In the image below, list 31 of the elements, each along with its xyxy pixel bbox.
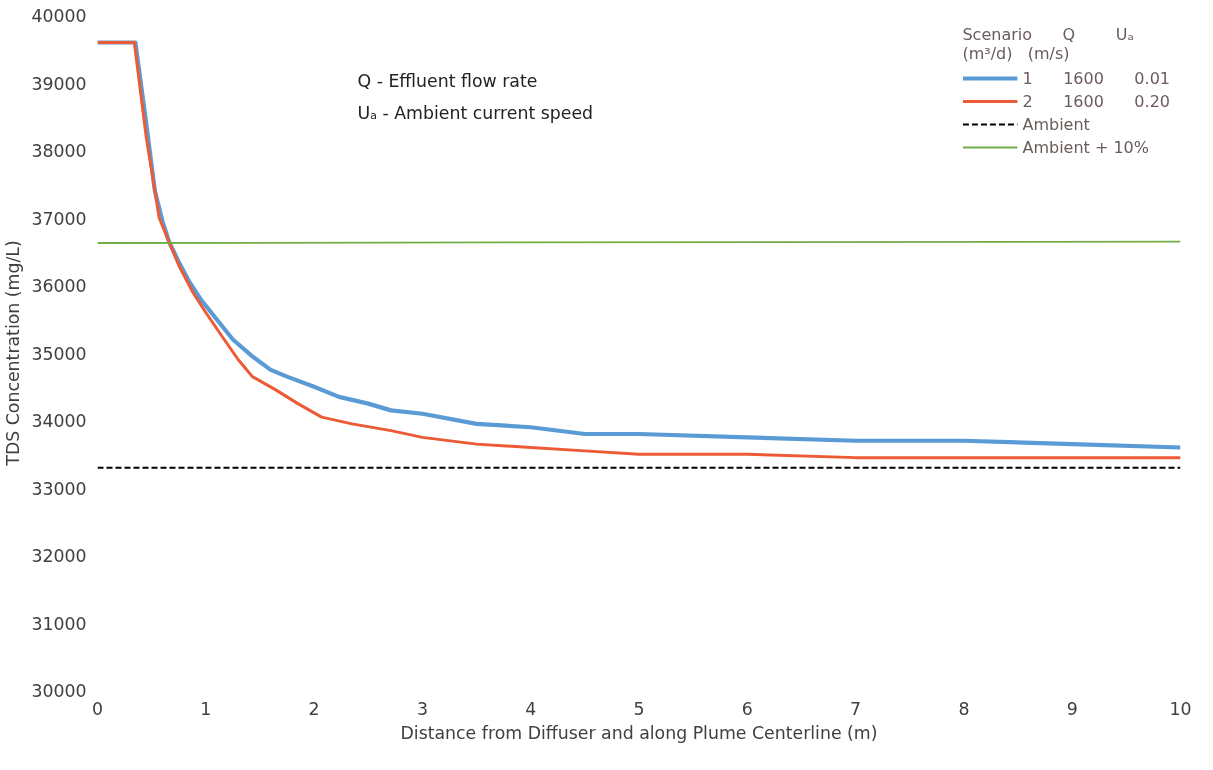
y-tick-label: 39000 [31, 73, 87, 94]
legend-label: Ambient [1022, 114, 1090, 134]
y-tick-label: 35000 [31, 343, 87, 364]
x-tick-label: 8 [958, 698, 970, 719]
y-tick-label: 31000 [31, 613, 87, 634]
x-tick-label: 1 [200, 698, 212, 719]
legend-label: Ambient + 10% [1022, 137, 1149, 157]
annotation: Q - Effluent flow rate [357, 70, 538, 91]
legend-label: 1 1600 0.01 [1022, 68, 1170, 88]
y-axis-title: TDS Concentration (mg/L) [3, 240, 24, 467]
legend-label: 2 1600 0.20 [1022, 91, 1170, 111]
legend-title: Scenario Q Uₐ (m³/d) (m/s) [962, 25, 1135, 63]
y-tick-label: 32000 [31, 546, 87, 566]
x-tick-label: 0 [91, 698, 104, 719]
y-tick-label: 38000 [31, 141, 87, 161]
x-tick-label: 10 [1169, 698, 1192, 719]
x-tick-label: 7 [850, 698, 862, 719]
x-tick-label: 9 [1066, 698, 1078, 719]
y-tick-label: 40000 [31, 6, 87, 26]
y-tick-label: 37000 [31, 208, 87, 229]
x-tick-label: 2 [308, 698, 320, 719]
x-tick-label: 3 [416, 698, 428, 719]
y-tick-label: 30000 [31, 681, 87, 701]
x-axis-title: Distance from Diffuser and along Plume Centerline (m) [400, 722, 878, 743]
x-tick-label: 6 [741, 698, 753, 719]
x-tick-label: 5 [633, 698, 645, 719]
y-tick-label: 34000 [31, 411, 87, 431]
y-tick-label: 36000 [31, 276, 87, 296]
annotation: Uₐ - Ambient current speed [357, 102, 594, 123]
y-tick-label: 33000 [31, 478, 87, 499]
x-tick-label: 4 [525, 698, 537, 719]
